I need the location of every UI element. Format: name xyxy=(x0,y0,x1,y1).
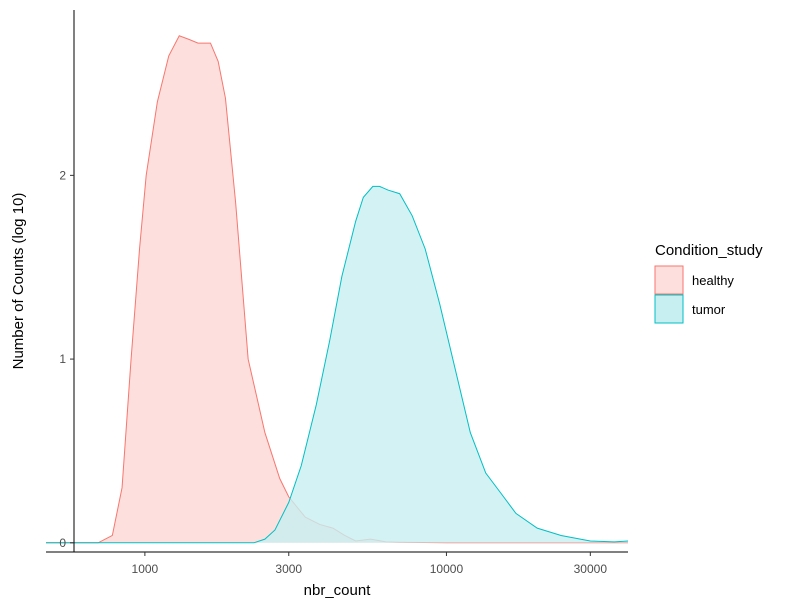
y-tick-label: 0 xyxy=(59,536,66,550)
legend-title: Condition_study xyxy=(655,242,763,259)
legend: Condition_study healthy tumor xyxy=(654,242,763,324)
y-tick-label: 2 xyxy=(59,168,66,182)
y-tick-label: 1 xyxy=(59,352,66,366)
density-areas xyxy=(46,35,629,544)
y-axis-title: Number of Counts (log 10) xyxy=(10,193,27,370)
y-axis-ticks: 0 1 2 xyxy=(59,168,74,550)
density-area-healthy xyxy=(46,35,628,543)
x-tick-label: 3000 xyxy=(275,562,302,576)
density-line-tumor xyxy=(46,185,629,544)
legend-key-healthy xyxy=(654,265,684,295)
legend-label-healthy: healthy xyxy=(692,273,734,288)
x-axis-ticks: 1000 3000 10000 30000 xyxy=(132,552,608,576)
x-axis-title: nbr_count xyxy=(304,582,372,599)
legend-label-tumor: tumor xyxy=(692,302,726,317)
legend-key-tumor xyxy=(654,294,684,324)
x-tick-label: 10000 xyxy=(430,562,464,576)
x-tick-label: 1000 xyxy=(132,562,159,576)
density-area-tumor xyxy=(46,186,628,543)
x-tick-label: 30000 xyxy=(574,562,608,576)
